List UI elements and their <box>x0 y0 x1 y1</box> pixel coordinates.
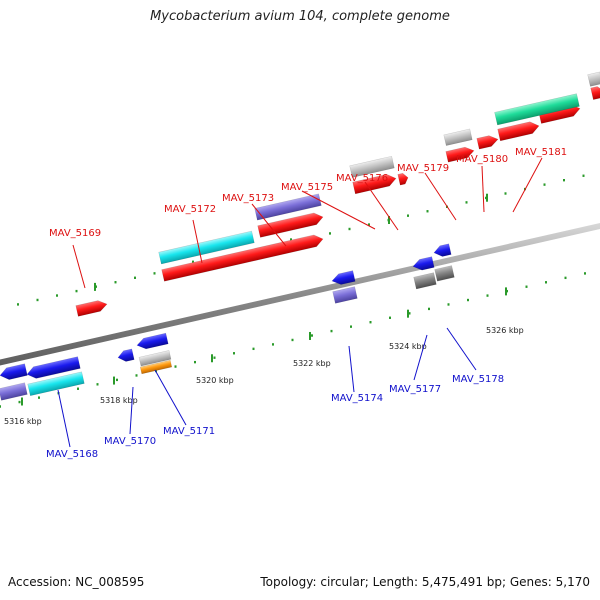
gene-bar <box>138 350 172 367</box>
callout-line <box>348 345 355 393</box>
cds-arrow <box>476 135 499 150</box>
scale-label: 5316 kbp <box>4 417 42 426</box>
gene-label-top: MAV_5176 <box>336 173 388 184</box>
cds-arrow <box>497 121 540 142</box>
gene-bar <box>27 371 85 397</box>
gene-label-top: MAV_5179 <box>397 163 449 174</box>
callout-line <box>154 369 187 426</box>
gene-label-bottom: MAV_5170 <box>104 436 156 447</box>
cds-arrow <box>397 172 409 186</box>
callout-line <box>481 165 485 213</box>
gene-label-top: MAV_5169 <box>49 228 101 239</box>
gene-label-bottom: MAV_5177 <box>389 384 441 395</box>
gene-bar <box>349 155 395 178</box>
genome-summary-text: Topology: circular; Length: 5,475,491 bp… <box>260 575 590 589</box>
cds-arrow-reverse <box>117 348 135 362</box>
cds-arrow-reverse <box>0 363 28 380</box>
gene-label-top: MAV_5180 <box>456 154 508 165</box>
cds-arrow-reverse <box>331 270 356 285</box>
cds-arrow <box>590 86 600 100</box>
callout-line <box>192 219 203 264</box>
gene-label-top: MAV_5173 <box>222 193 274 204</box>
callout-line <box>512 157 543 213</box>
gene-label-bottom: MAV_5168 <box>46 449 98 460</box>
gene-bar <box>0 382 28 401</box>
callout-line <box>72 244 86 289</box>
cds-arrow <box>352 174 397 195</box>
gene-bar <box>413 272 437 290</box>
gene-bar <box>158 230 255 265</box>
scale-label: 5318 kbp <box>100 396 138 405</box>
accession-text: Accession: NC_008595 <box>8 575 145 589</box>
gene-label-bottom: MAV_5178 <box>452 374 504 385</box>
gene-bar <box>254 193 322 221</box>
callout-line <box>251 203 287 247</box>
gene-bar <box>587 71 600 87</box>
cds-arrow-reverse <box>136 332 169 350</box>
cds-arrow <box>161 234 324 282</box>
callout-line <box>413 334 428 381</box>
backbone-layer <box>0 223 600 366</box>
callout-line <box>301 190 376 230</box>
callout-line <box>57 389 71 448</box>
callout-line <box>129 386 134 435</box>
cds-arrow-reverse <box>26 356 81 379</box>
gene-bar <box>434 265 455 282</box>
gene-bar <box>443 128 473 146</box>
callout-layer: MAV_5169 MAV_5172 MAV_5173 MAV_5175MAV_5176… <box>46 147 567 460</box>
callout-line <box>424 172 457 221</box>
scale-label: 5324 kbp <box>389 342 427 351</box>
genome-title: Mycobacterium avium 104, complete genome <box>150 9 450 24</box>
callout-line <box>446 327 477 371</box>
cds-arrow-reverse <box>433 243 452 257</box>
gene-bar <box>332 286 358 304</box>
gene-label-top: MAV_5172 <box>164 204 216 215</box>
genome-backbone <box>0 223 600 366</box>
feature-layer <box>0 71 600 401</box>
gene-label-top: MAV_5181 <box>515 147 567 158</box>
scale-label: 5320 kbp <box>196 376 234 385</box>
scale-label: 5326 kbp <box>486 326 524 335</box>
scale-label: 5322 kbp <box>293 359 331 368</box>
cds-arrow <box>445 146 475 163</box>
cds-arrow-reverse <box>412 256 435 271</box>
gene-label-top: MAV_5175 <box>281 182 333 193</box>
gene-label-bottom: MAV_5174 <box>331 393 383 404</box>
cds-arrow <box>75 300 108 317</box>
gene-label-bottom: MAV_5171 <box>163 426 215 437</box>
callout-line <box>364 181 399 231</box>
gene-bar <box>139 359 173 375</box>
gene-bar <box>494 93 580 126</box>
